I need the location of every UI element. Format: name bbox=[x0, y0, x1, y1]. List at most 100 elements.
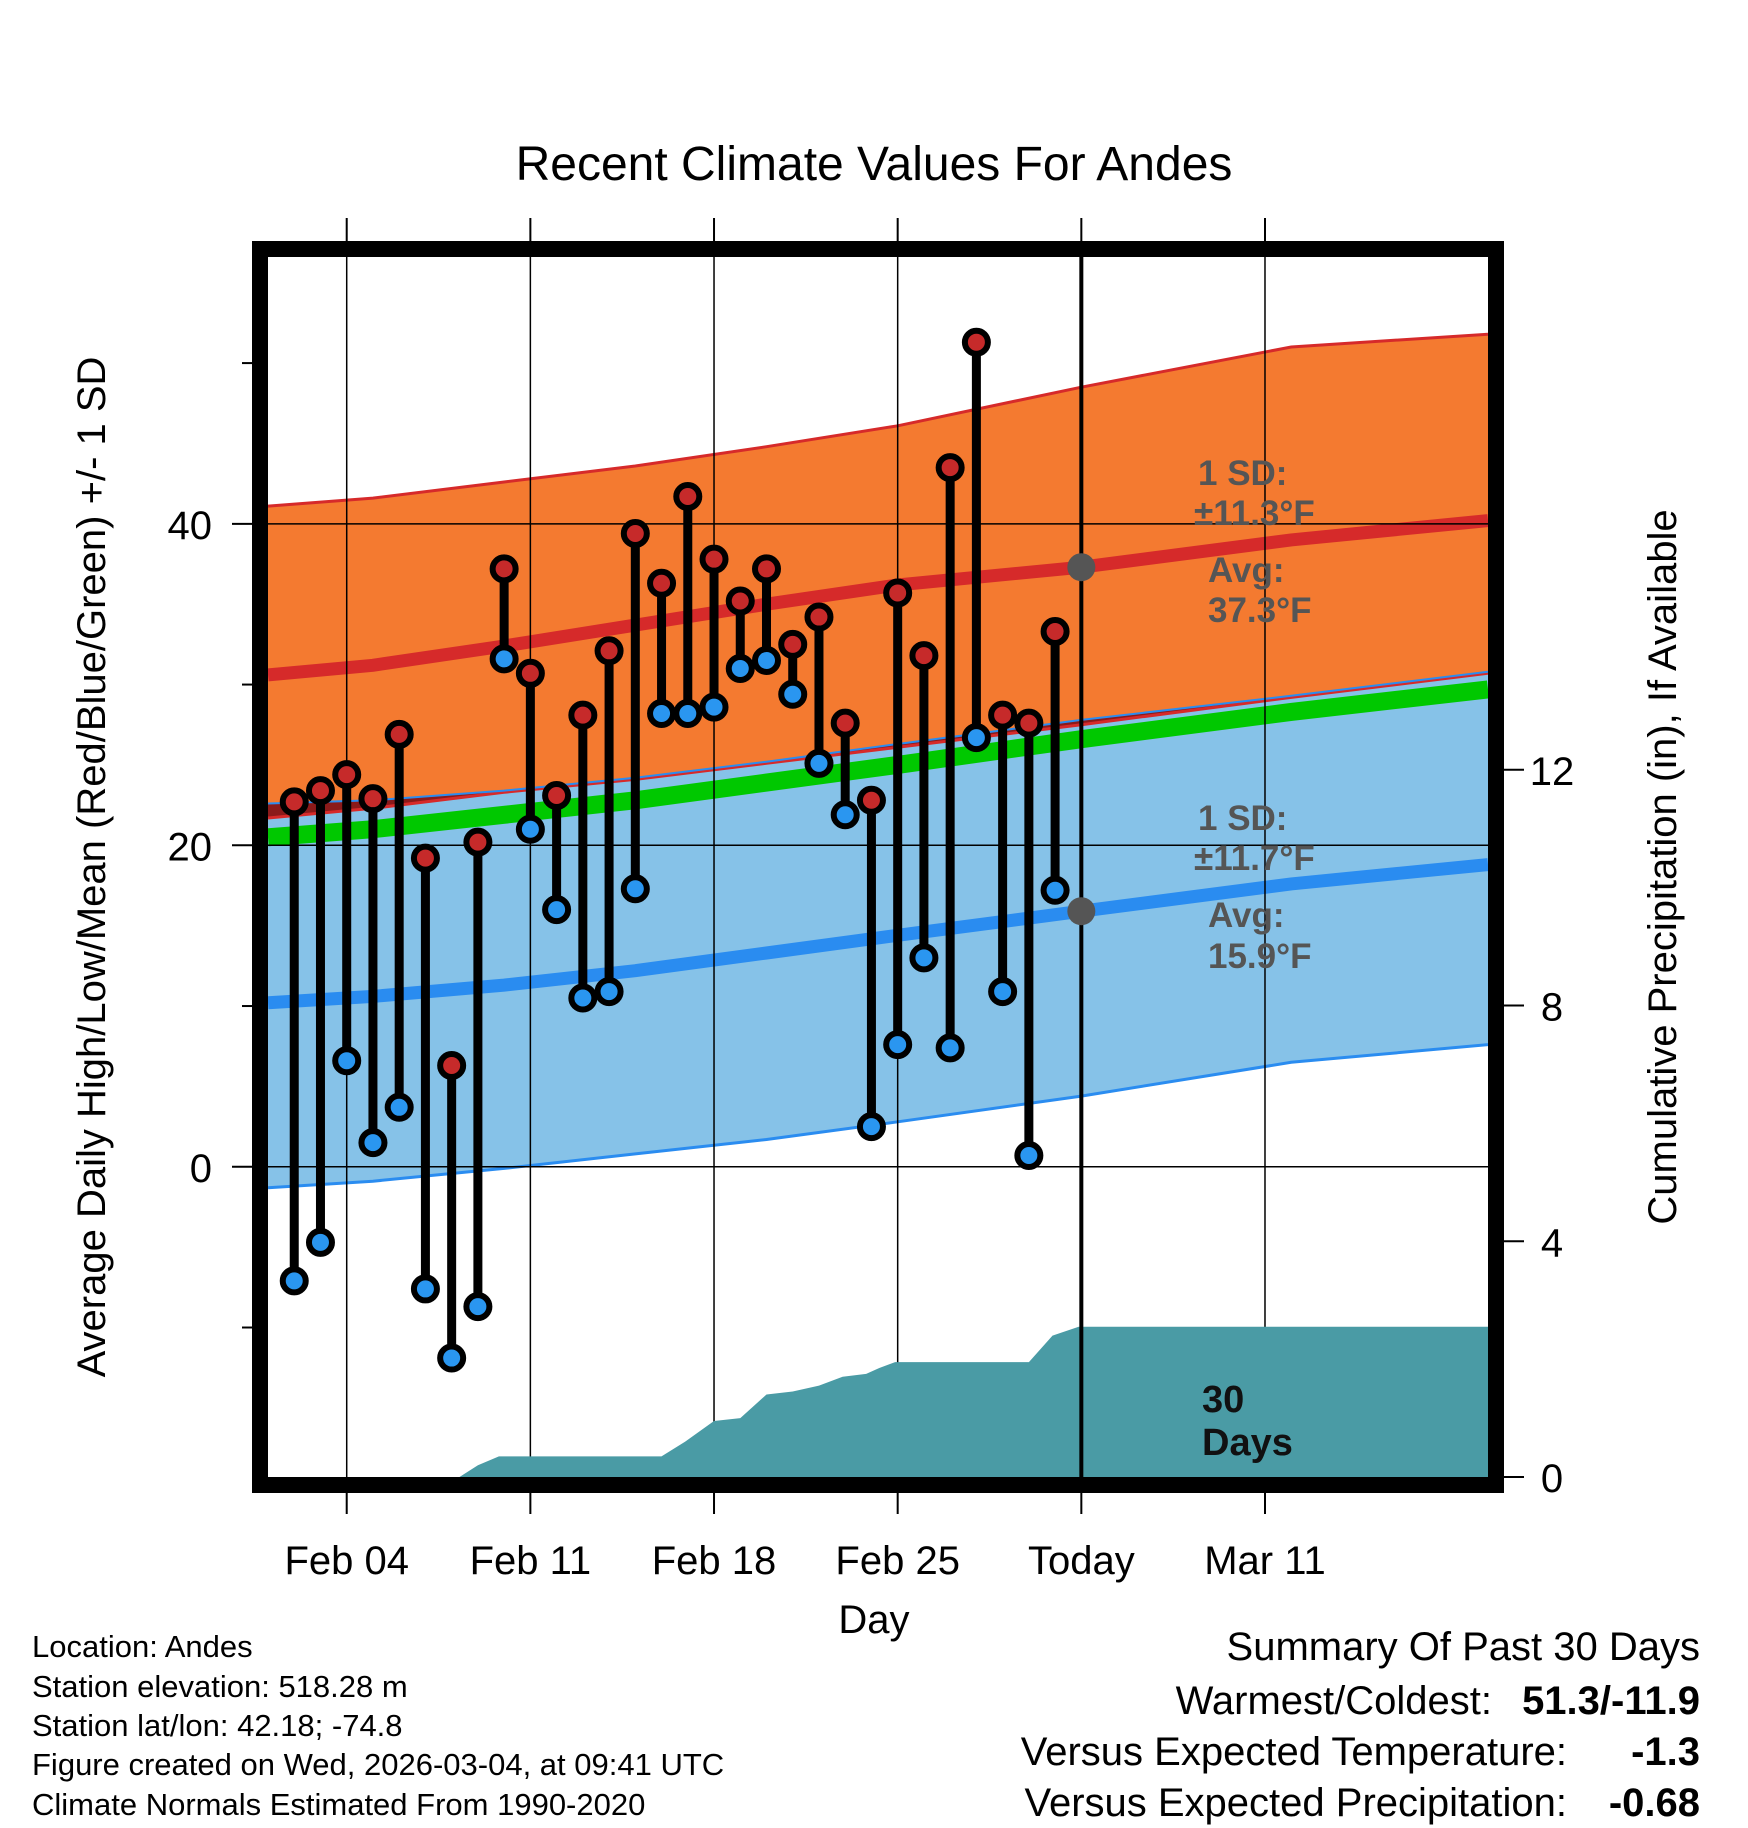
precipitation-area bbox=[268, 1326, 1488, 1477]
day-temperature bbox=[935, 453, 965, 1063]
low-sd-value: ±11.7°F bbox=[1194, 839, 1315, 878]
footer-normals: Climate Normals Estimated From 1990-2020 bbox=[32, 1787, 645, 1822]
observed-high-point bbox=[410, 843, 440, 873]
observed-low-point bbox=[384, 1092, 414, 1122]
observed-low-point bbox=[988, 977, 1018, 1007]
observed-high-point bbox=[830, 708, 860, 738]
observed-high-point bbox=[935, 453, 965, 483]
observed-low-point bbox=[515, 814, 545, 844]
x-tick-label: Mar 11 bbox=[1204, 1539, 1326, 1583]
y2-tick-label: 4 bbox=[1541, 1221, 1563, 1265]
avg-low-marker bbox=[1067, 897, 1096, 926]
high-sd-band bbox=[268, 334, 1488, 818]
summary-temp-value: -1.3 bbox=[1631, 1730, 1700, 1774]
summary-panel: Summary Of Past 30 Days Warmest/Coldest:… bbox=[1021, 1625, 1700, 1825]
footer-location: Location: Andes bbox=[32, 1629, 253, 1664]
x-tick-label: Feb 18 bbox=[652, 1539, 777, 1583]
precip-area bbox=[268, 1326, 1488, 1477]
y2-tick-label: 8 bbox=[1541, 986, 1563, 1030]
day-temperature bbox=[1014, 708, 1044, 1171]
observed-low-point bbox=[751, 645, 781, 675]
observed-high-point bbox=[909, 641, 939, 671]
observed-low-point bbox=[1040, 875, 1070, 905]
observed-low-point bbox=[1014, 1141, 1044, 1171]
summary-warmest-label: Warmest/Coldest: bbox=[1176, 1679, 1492, 1723]
observed-low-point bbox=[358, 1128, 388, 1158]
day-temperature bbox=[332, 760, 362, 1076]
average-markers bbox=[1067, 553, 1096, 926]
day-temperature bbox=[725, 586, 755, 683]
day-temperature bbox=[988, 700, 1018, 1007]
observed-high-point bbox=[489, 554, 519, 584]
observed-low-point bbox=[909, 943, 939, 973]
observed-low-point bbox=[883, 1030, 913, 1060]
y-tick-label: 0 bbox=[190, 1147, 212, 1191]
day-temperature bbox=[909, 641, 939, 973]
observed-high-point bbox=[988, 700, 1018, 730]
day-temperature bbox=[830, 708, 860, 830]
day-temperature bbox=[568, 700, 598, 1013]
days-count: 30 bbox=[1202, 1379, 1244, 1421]
observed-high-point bbox=[673, 481, 703, 511]
observed-low-point bbox=[804, 748, 834, 778]
day-temperature bbox=[437, 1051, 467, 1373]
high-avg-label: Avg: bbox=[1208, 551, 1284, 590]
low-avg-value: 15.9°F bbox=[1208, 937, 1312, 976]
summary-precip-value: -0.68 bbox=[1609, 1781, 1700, 1825]
footer-info: Location: Andes Station elevation: 518.2… bbox=[32, 1629, 724, 1822]
high-sd-label: 1 SD: bbox=[1198, 454, 1287, 493]
summary-precip-label: Versus Expected Precipitation: bbox=[1024, 1781, 1567, 1825]
observed-low-point bbox=[542, 895, 572, 925]
days-annotation: 30 Days bbox=[1202, 1379, 1293, 1464]
observed-high-point bbox=[305, 776, 335, 806]
day-temperature bbox=[463, 827, 493, 1322]
observed-high-point bbox=[568, 700, 598, 730]
observed-high-point bbox=[437, 1051, 467, 1081]
observed-low-point bbox=[332, 1046, 362, 1076]
observed-high-point bbox=[961, 327, 991, 357]
observed-high-point bbox=[778, 629, 808, 659]
observed-high-point bbox=[699, 544, 729, 574]
observed-high-point bbox=[358, 784, 388, 814]
normal-mean-line bbox=[268, 680, 1488, 847]
day-temperature bbox=[699, 544, 729, 722]
day-temperature bbox=[515, 658, 545, 844]
summary-warmest-value: 51.3/-11.9 bbox=[1522, 1679, 1700, 1723]
observed-high-point bbox=[647, 568, 677, 598]
high-sd-value: ±11.3°F bbox=[1194, 494, 1315, 533]
observed-high-point bbox=[883, 578, 913, 608]
y-tick-label: 40 bbox=[168, 504, 213, 548]
observed-low-point bbox=[410, 1274, 440, 1304]
day-temperature bbox=[410, 843, 440, 1304]
day-temperature bbox=[804, 602, 834, 778]
high-upper-edge bbox=[268, 332, 1488, 508]
observed-high-point bbox=[463, 827, 493, 857]
day-temperature bbox=[778, 629, 808, 709]
observed-high-point bbox=[1040, 617, 1070, 647]
observed-low-point bbox=[778, 679, 808, 709]
low-annotation: 1 SD: ±11.7°F Avg: 15.9°F bbox=[1194, 799, 1315, 976]
day-temperature bbox=[883, 578, 913, 1060]
observed-low-point bbox=[699, 692, 729, 722]
high-annotation: 1 SD: ±11.3°F Avg: 37.3°F bbox=[1194, 454, 1315, 630]
x-tick-label: Feb 25 bbox=[835, 1539, 960, 1583]
high-lower-edge bbox=[268, 671, 1488, 820]
normal-bands bbox=[268, 332, 1488, 1190]
observed-high-point bbox=[279, 787, 309, 817]
day-temperature bbox=[305, 776, 335, 1257]
observed-low-point bbox=[594, 977, 624, 1007]
observed-low-point bbox=[830, 800, 860, 830]
days-label: Days bbox=[1202, 1422, 1293, 1464]
observed-high-point bbox=[515, 658, 545, 688]
observed-low-point bbox=[935, 1033, 965, 1063]
day-temperature bbox=[489, 554, 519, 674]
day-temperature bbox=[961, 327, 991, 753]
plot-frame bbox=[252, 241, 1504, 1493]
observed-low-point bbox=[856, 1112, 886, 1142]
observed-low-point bbox=[305, 1227, 335, 1257]
day-temperature bbox=[1040, 617, 1070, 905]
observed-high-point bbox=[1014, 708, 1044, 738]
observed-high-point bbox=[804, 602, 834, 632]
day-temperature bbox=[620, 518, 650, 904]
observed-low-point bbox=[620, 874, 650, 904]
